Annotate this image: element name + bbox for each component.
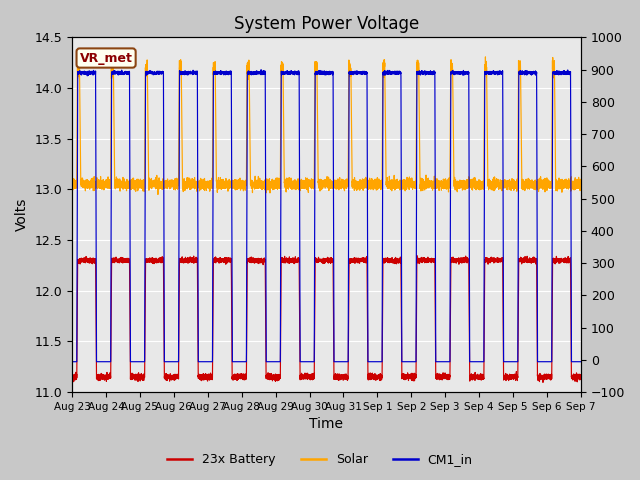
Text: VR_met: VR_met: [79, 51, 132, 64]
Legend: 23x Battery, Solar, CM1_in: 23x Battery, Solar, CM1_in: [163, 448, 477, 471]
Title: System Power Voltage: System Power Voltage: [234, 15, 419, 33]
X-axis label: Time: Time: [310, 418, 344, 432]
Y-axis label: Volts: Volts: [15, 198, 29, 231]
